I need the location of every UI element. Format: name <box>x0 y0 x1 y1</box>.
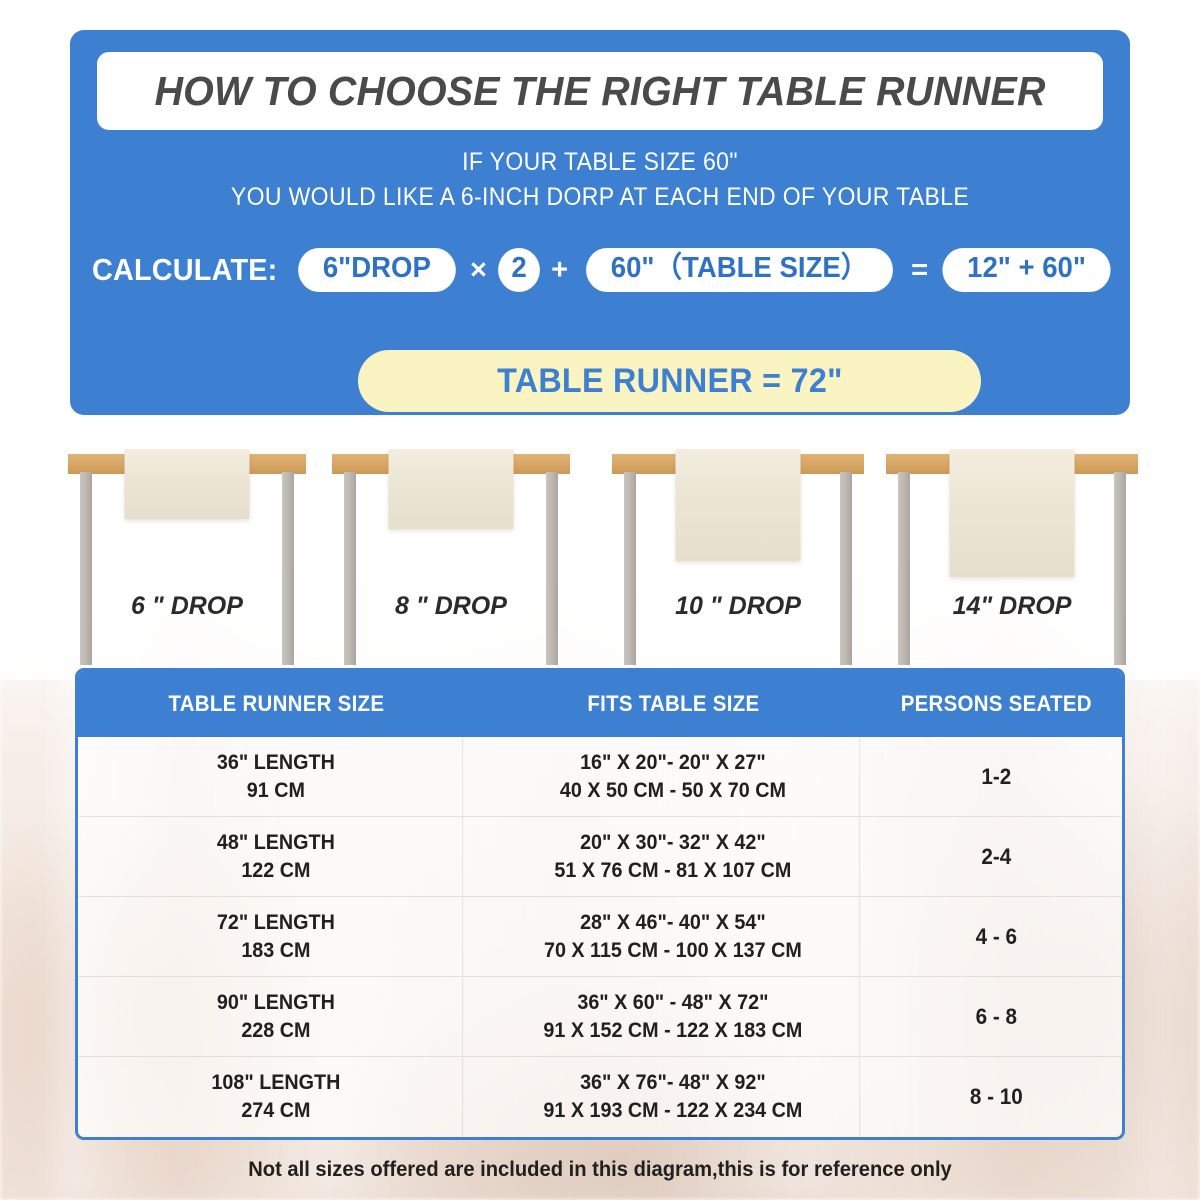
runner-size-cm: 122 CM <box>241 858 311 882</box>
table-leg-right-icon <box>1114 472 1126 665</box>
cell-persons-seated: 1-2 <box>981 763 1012 789</box>
table-leg-right-icon <box>546 472 558 665</box>
cell-runner-size: 90" LENGTH 228 CM <box>90 977 463 1056</box>
table-row: 36" LENGTH 91 CM 16" X 20"- 20" X 27" 40… <box>78 737 1122 817</box>
fits-inches: 28" X 46"- 40" X 54" <box>579 910 766 934</box>
table-leg-left-icon <box>898 472 910 665</box>
fits-cm: 40 X 50 CM - 50 X 70 CM <box>559 778 786 802</box>
column-header-runner-size: TABLE RUNNER SIZE <box>168 691 385 716</box>
table-leg-left-icon <box>80 472 92 665</box>
table-runner-icon <box>388 449 514 529</box>
runner-size-inches: 90" LENGTH <box>216 990 335 1014</box>
cell-fits-table-size: 28" X 46"- 40" X 54" 70 X 115 CM - 100 X… <box>487 897 860 976</box>
title-plate: HOW TO CHOOSE THE RIGHT TABLE RUNNER <box>97 52 1103 130</box>
hero-panel: HOW TO CHOOSE THE RIGHT TABLE RUNNER IF … <box>70 30 1130 415</box>
page-title: HOW TO CHOOSE THE RIGHT TABLE RUNNER <box>154 67 1046 114</box>
fits-cm: 91 X 193 CM - 122 X 234 CM <box>543 1099 803 1122</box>
table-leg-left-icon <box>344 472 356 665</box>
table-row: 108" LENGTH 274 CM 36" X 76"- 48" X 92" … <box>78 1057 1122 1137</box>
runner-size-cm: 228 CM <box>241 1018 311 1042</box>
subtitle-line-2: YOU WOULD LIKE A 6-INCH DORP AT EACH END… <box>230 183 970 211</box>
result-text: TABLE RUNNER = 72" <box>496 361 843 400</box>
cell-fits-table-size: 20" X 30"- 32" X 42" 51 X 76 CM - 81 X 1… <box>487 817 860 896</box>
table-runner-icon <box>949 449 1075 577</box>
runner-size-cm: 183 CM <box>241 938 311 962</box>
multiplier-pill: 2 <box>498 248 541 292</box>
runner-size-inches: 108" LENGTH <box>211 1071 341 1095</box>
cell-persons-seated: 6 - 8 <box>976 1003 1018 1029</box>
table-leg-right-icon <box>282 472 294 665</box>
drop-label: 6 " DROP <box>131 592 243 620</box>
drop-label: 8 " DROP <box>395 592 507 620</box>
runner-size-cm: 91 CM <box>246 778 305 802</box>
table-row: 48" LENGTH 122 CM 20" X 30"- 32" X 42" 5… <box>78 817 1122 897</box>
table-runner-icon <box>124 449 250 519</box>
table-leg-left-icon <box>624 472 636 665</box>
fits-inches: 20" X 30"- 32" X 42" <box>579 830 766 854</box>
calculate-label: CALCULATE: <box>91 252 278 287</box>
cell-persons-seated: 8 - 10 <box>970 1084 1024 1110</box>
plus-operator: + <box>551 253 569 286</box>
drop-illustration-8in: 8 " DROP <box>332 440 570 665</box>
table-size-pill: 60"（TABLE SIZE） <box>586 248 894 292</box>
column-header-persons-seated: PERSONS SEATED <box>901 691 1093 716</box>
equals-operator: = <box>911 253 929 286</box>
fits-inches: 36" X 60" - 48" X 72" <box>577 990 769 1014</box>
cell-runner-size: 72" LENGTH 183 CM <box>90 897 463 976</box>
result-pill: TABLE RUNNER = 72" <box>358 350 981 412</box>
table-row: 90" LENGTH 228 CM 36" X 60" - 48" X 72" … <box>78 977 1122 1057</box>
fits-cm: 91 X 152 CM - 122 X 183 CM <box>543 1018 803 1042</box>
drop-illustration-14in: 14" DROP <box>886 440 1138 665</box>
fits-inches: 16" X 20"- 20" X 27" <box>579 750 766 774</box>
calculation-row: CALCULATE: 6"DROP × 2 + 60"（TABLE SIZE） … <box>70 248 1130 292</box>
drop-illustration-6in: 6 " DROP <box>68 440 306 665</box>
fits-cm: 51 X 76 CM - 81 X 107 CM <box>554 858 792 882</box>
drop-label: 10 " DROP <box>675 592 801 620</box>
fits-cm: 70 X 115 CM - 100 X 137 CM <box>543 938 802 962</box>
subtitle-line-1: IF YOUR TABLE SIZE 60" <box>462 148 738 176</box>
cell-runner-size: 108" LENGTH 274 CM <box>90 1057 463 1137</box>
cell-persons-seated: 2-4 <box>981 843 1012 869</box>
drop-illustrations: 6 " DROP 8 " DROP 10 " DROP 14" DROP <box>0 440 1200 665</box>
cell-fits-table-size: 36" X 76"- 48" X 92" 91 X 193 CM - 122 X… <box>487 1057 860 1137</box>
cell-runner-size: 36" LENGTH 91 CM <box>90 737 463 816</box>
drop-label: 14" DROP <box>952 592 1072 620</box>
multiply-operator: × <box>470 253 487 286</box>
runner-size-cm: 274 CM <box>241 1099 311 1122</box>
runner-size-inches: 72" LENGTH <box>216 910 335 934</box>
runner-size-inches: 36" LENGTH <box>216 750 335 774</box>
cell-fits-table-size: 16" X 20"- 20" X 27" 40 X 50 CM - 50 X 7… <box>487 737 860 816</box>
table-header-row: TABLE RUNNER SIZE FITS TABLE SIZE PERSON… <box>78 671 1122 737</box>
size-reference-table: TABLE RUNNER SIZE FITS TABLE SIZE PERSON… <box>75 668 1125 1140</box>
table-runner-icon <box>675 449 801 561</box>
runner-size-inches: 48" LENGTH <box>216 830 335 854</box>
drop-value-pill: 6"DROP <box>298 248 456 292</box>
cell-runner-size: 48" LENGTH 122 CM <box>90 817 463 896</box>
drop-illustration-10in: 10 " DROP <box>612 440 864 665</box>
table-row: 72" LENGTH 183 CM 28" X 46"- 40" X 54" 7… <box>78 897 1122 977</box>
fits-inches: 36" X 76"- 48" X 92" <box>579 1071 766 1095</box>
column-header-fits-table-size: FITS TABLE SIZE <box>587 691 760 716</box>
footer-disclaimer: Not all sizes offered are included in th… <box>248 1158 952 1181</box>
cell-fits-table-size: 36" X 60" - 48" X 72" 91 X 152 CM - 122 … <box>487 977 860 1056</box>
cell-persons-seated: 4 - 6 <box>976 923 1018 949</box>
sum-pill: 12" + 60" <box>942 248 1111 292</box>
table-leg-right-icon <box>840 472 852 665</box>
